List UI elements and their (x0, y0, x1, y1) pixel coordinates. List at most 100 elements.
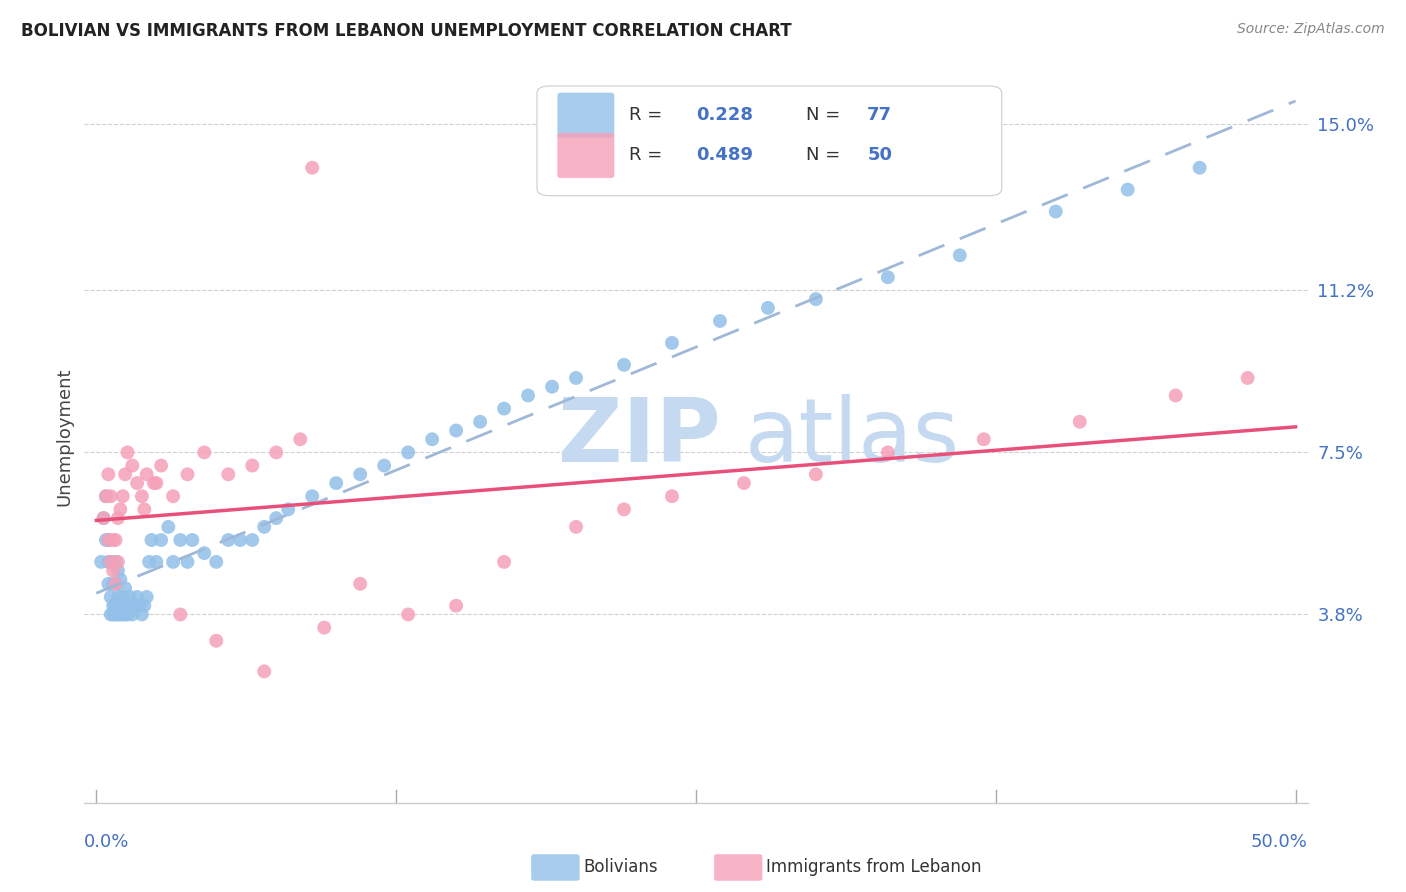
Point (94, 489, 117, 503)
Point (517, 388, 540, 402)
Point (264, 511, 287, 525)
Point (141, 533, 163, 547)
Point (135, 467, 157, 482)
Text: BOLIVIAN VS IMMIGRANTS FROM LEBANON UNEMPLOYMENT CORRELATION CHART: BOLIVIAN VS IMMIGRANTS FROM LEBANON UNEM… (21, 22, 792, 40)
Point (110, 599, 132, 613)
Point (107, 555, 129, 569)
Text: 50.0%: 50.0% (1251, 833, 1308, 852)
Point (134, 502, 156, 516)
Point (107, 607, 129, 622)
Point (107, 590, 129, 604)
Point (229, 533, 252, 547)
Point (121, 458, 143, 473)
Point (142, 476, 165, 491)
Point (117, 607, 139, 622)
Point (101, 576, 124, 591)
FancyBboxPatch shape (537, 86, 1002, 195)
Point (150, 458, 173, 473)
Point (420, 432, 443, 446)
Text: Bolivians: Bolivians (583, 858, 658, 876)
Point (128, 599, 150, 613)
Point (114, 607, 136, 622)
Point (1164, 388, 1187, 402)
Point (117, 445, 139, 459)
Point (104, 576, 127, 591)
Text: R =: R = (628, 106, 668, 124)
Point (110, 502, 132, 516)
Point (134, 599, 156, 613)
Point (253, 520, 276, 534)
Point (97, 533, 120, 547)
Point (277, 502, 299, 516)
Point (181, 533, 204, 547)
Point (349, 467, 371, 482)
Text: R =: R = (628, 146, 668, 164)
Point (661, 489, 683, 503)
Point (97, 555, 120, 569)
Text: N =: N = (806, 146, 846, 164)
Point (565, 520, 588, 534)
Point (733, 476, 755, 491)
Point (217, 467, 239, 482)
Point (111, 607, 134, 622)
Point (876, 270, 898, 285)
Point (110, 573, 132, 587)
Point (110, 607, 132, 622)
Point (444, 424, 467, 438)
Point (111, 590, 134, 604)
Text: 0.489: 0.489 (696, 146, 754, 164)
Point (135, 590, 157, 604)
Text: 0.0%: 0.0% (84, 833, 129, 852)
Point (253, 665, 276, 679)
Point (240, 458, 263, 473)
Point (100, 607, 122, 622)
Point (1236, 371, 1258, 385)
Point (101, 599, 124, 613)
Point (97, 533, 120, 547)
Point (90, 555, 112, 569)
Point (349, 576, 371, 591)
Text: atlas: atlas (745, 393, 960, 481)
Point (804, 467, 827, 482)
Point (101, 607, 124, 622)
Point (94, 533, 117, 547)
Text: 77: 77 (868, 106, 893, 124)
Point (661, 335, 683, 350)
Point (114, 581, 136, 595)
Point (541, 380, 564, 394)
Point (205, 555, 228, 569)
Point (240, 533, 263, 547)
Point (1069, 415, 1091, 429)
Point (162, 489, 184, 503)
Point (444, 599, 467, 613)
Point (131, 607, 153, 622)
Text: 0.228: 0.228 (696, 106, 754, 124)
Point (314, 621, 336, 635)
Point (301, 161, 323, 175)
Point (104, 576, 127, 591)
Point (138, 555, 160, 569)
Point (176, 467, 198, 482)
Point (107, 511, 129, 525)
Text: Source: ZipAtlas.com: Source: ZipAtlas.com (1237, 22, 1385, 37)
Text: N =: N = (806, 106, 846, 124)
Point (264, 445, 287, 459)
Point (709, 314, 731, 328)
Point (325, 476, 347, 491)
Point (949, 248, 972, 262)
Point (1045, 204, 1067, 219)
Point (613, 502, 636, 516)
Point (804, 292, 827, 306)
Point (150, 533, 173, 547)
Point (114, 467, 136, 482)
Point (121, 607, 143, 622)
Point (121, 599, 143, 613)
FancyBboxPatch shape (558, 133, 614, 178)
Point (118, 590, 141, 604)
Point (1116, 183, 1139, 197)
FancyBboxPatch shape (558, 93, 614, 137)
Point (290, 432, 312, 446)
Point (973, 432, 995, 446)
Point (169, 533, 191, 547)
Point (107, 564, 129, 578)
